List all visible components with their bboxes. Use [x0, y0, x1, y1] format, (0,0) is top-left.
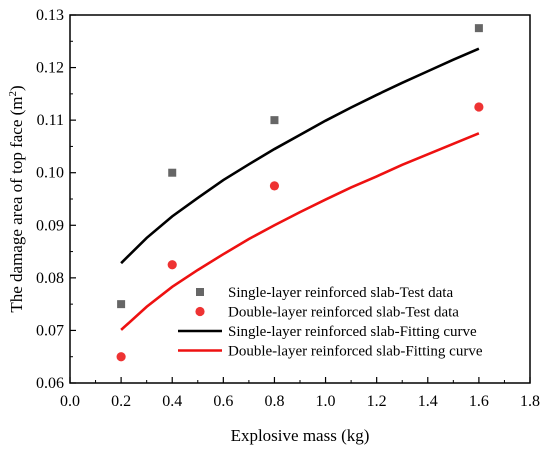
y-axis-title-main: The damage area of top face (m — [7, 97, 26, 313]
x-tick-label: 0.2 — [111, 393, 131, 410]
data-point-single-layer — [117, 300, 126, 309]
x-tick-label: 0.8 — [264, 393, 284, 410]
y-axis-title: The damage area of top face (m2) — [7, 85, 26, 312]
x-tick-label: 1.2 — [367, 393, 387, 410]
plot-area — [116, 24, 484, 362]
legend-label: Double-layer reinforced slab-Fitting cur… — [228, 344, 483, 360]
x-axis-title: Explosive mass (kg) — [231, 426, 370, 445]
legend-label: Single-layer reinforced slab-Fitting cur… — [228, 324, 477, 340]
data-point-single-layer — [168, 168, 177, 177]
fitting-curve-single-layer — [120, 47, 480, 265]
y-tick-label: 0.07 — [36, 322, 64, 339]
data-point-double-layer — [269, 181, 280, 191]
y-tick-label: 0.09 — [36, 217, 64, 234]
y-tick-label: 0.08 — [36, 270, 64, 287]
x-tick-label: 0.4 — [162, 393, 182, 410]
x-tick-label: 1.8 — [520, 393, 540, 410]
x-tick-label: 1.4 — [418, 393, 438, 410]
y-axis-title-end: ) — [7, 85, 26, 91]
x-tick-label: 1.6 — [469, 393, 489, 410]
y-axis-title-sup: 2 — [7, 91, 19, 97]
data-point-double-layer — [167, 260, 177, 270]
y-tick-label: 0.11 — [37, 112, 64, 129]
fitting-curve-double-layer — [120, 132, 480, 331]
y-tick-label: 0.10 — [36, 165, 64, 182]
y-tick-label: 0.06 — [36, 375, 64, 392]
data-point-double-layer — [474, 102, 484, 112]
data-point-single-layer — [474, 24, 483, 33]
data-point-single-layer — [270, 116, 279, 125]
x-tick-label: 0.6 — [213, 393, 233, 410]
legend-label: Double-layer reinforced slab-Test data — [228, 305, 459, 321]
legend-label: Single-layer reinforced slab-Test data — [228, 285, 453, 301]
data-point-double-layer — [116, 352, 126, 362]
legend: Single-layer reinforced slab-Test data Do… — [178, 285, 483, 360]
legend-swatch-circle — [195, 306, 205, 317]
y-tick-label: 0.12 — [36, 60, 64, 77]
axis-ticks: 0.0 0.2 0.4 0.6 0.8 1.0 1.2 1.4 1.6 1.8 0.06 0.07 0.… — [36, 7, 540, 410]
x-tick-label: 0.0 — [60, 393, 80, 410]
x-tick-label: 1.0 — [316, 393, 336, 410]
y-tick-label: 0.13 — [36, 7, 64, 24]
legend-swatch-square — [196, 288, 204, 296]
